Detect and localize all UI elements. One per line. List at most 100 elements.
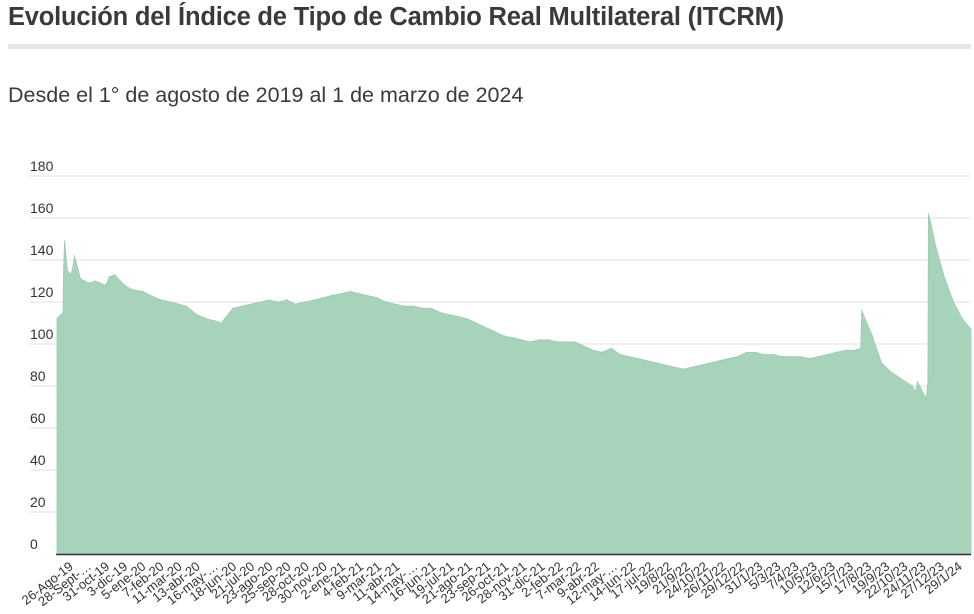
y-tick-label: 40 [30,452,46,468]
y-tick-label: 120 [30,284,54,300]
data-point [214,320,216,322]
data-point [130,288,132,290]
data-point [106,282,108,284]
data-point [854,349,856,351]
data-point [799,356,801,358]
data-point [286,299,288,301]
data-point [94,280,96,282]
data-point [62,311,64,314]
data-point [278,301,280,303]
data-point [930,221,932,223]
y-tick-label: 20 [30,494,46,510]
chart-title: Evolución del Índice de Tipo de Cambio R… [8,3,784,31]
y-tick-label: 100 [30,326,54,342]
y-tick-label: 80 [30,368,46,384]
data-point [718,360,720,362]
y-tick-label: 180 [30,158,54,174]
data-point [583,345,585,347]
data-point [376,297,378,299]
data-point [637,358,640,360]
data-point [682,368,684,370]
data-point [448,314,450,316]
data-point [772,353,774,356]
data-point [385,301,387,303]
data-point [817,356,819,358]
data-point [66,269,68,272]
data-point [232,307,234,309]
data-point [763,353,765,356]
data-point [952,301,955,303]
data-point [781,356,783,358]
data-point [294,303,296,305]
data-point [314,299,316,301]
data-point [835,351,837,353]
data-point [826,353,829,356]
data-point [430,307,432,309]
data-point [914,391,916,393]
data-point [224,318,226,320]
data-point [889,370,891,372]
data-point [422,307,424,309]
data-point [63,267,65,269]
data-point [916,381,919,383]
data-point [943,276,945,278]
data-point [664,364,666,366]
data-point [862,314,865,316]
data-point [322,297,324,299]
y-tick-label: 160 [30,200,54,216]
data-point [754,351,756,353]
data-point [808,358,811,360]
data-point [79,278,82,280]
data-point [880,362,883,364]
data-point [493,330,495,332]
data-point [610,347,612,349]
data-point [439,311,441,314]
data-point [114,274,116,276]
data-point [119,280,121,282]
data-point [160,299,162,301]
data-point [529,341,532,343]
data-point [142,290,144,293]
data-point [71,269,73,272]
data-point [898,377,901,379]
data-point [860,347,862,349]
data-point [628,356,630,358]
data-point [475,322,477,324]
y-tick-label: 60 [30,410,46,426]
data-point [206,318,208,320]
data-point [358,293,360,295]
data-point [548,339,550,341]
data-point [330,295,332,297]
data-point [746,351,748,353]
data-point [260,301,262,303]
data-point [367,295,369,297]
data-point [646,360,648,362]
data-point [304,301,306,303]
data-point [961,318,963,320]
data-point [908,383,910,385]
data-point [691,366,693,368]
data-point [601,351,603,353]
data-point [466,318,468,320]
data-point [403,305,405,307]
data-point [912,385,914,387]
data-point [70,274,72,276]
data-point [673,366,676,368]
data-point [220,322,222,324]
data-point [412,305,414,307]
data-point [871,335,873,337]
data-point [250,303,252,305]
data-point [927,213,930,215]
data-point [556,341,558,343]
data-point [124,284,126,286]
data-point [60,314,62,316]
data-point [104,284,106,286]
data-point [736,356,738,358]
data-point [790,356,793,358]
title-divider [8,44,971,49]
data-point [655,362,658,364]
data-point [619,353,621,356]
data-point [350,290,352,293]
